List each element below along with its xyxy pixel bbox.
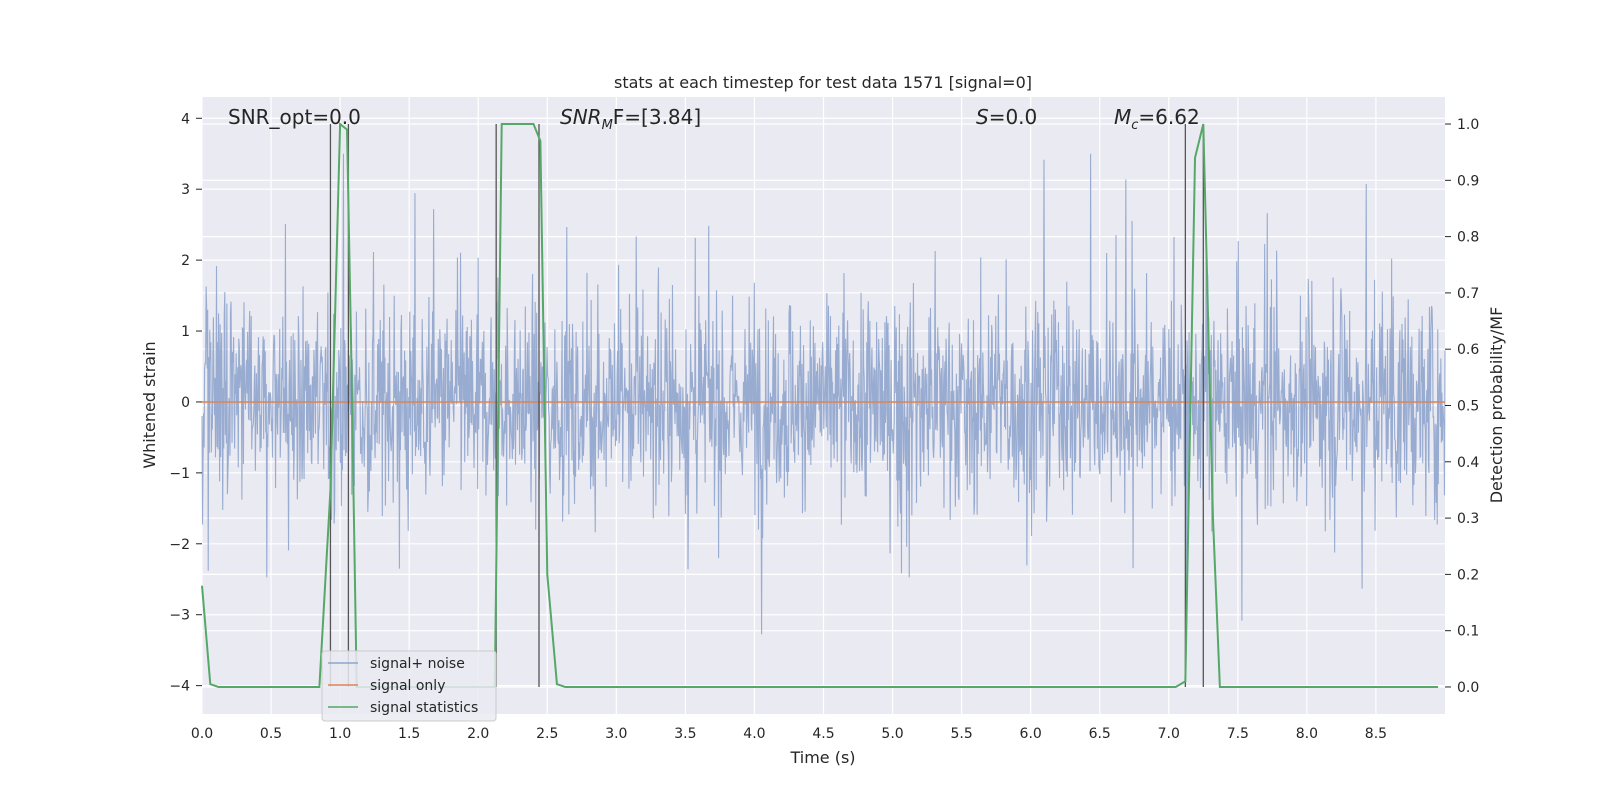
- signal-noise-line: [201, 153, 1446, 635]
- y-tick-label: 2: [181, 253, 190, 269]
- y-tick-label: −4: [169, 679, 190, 695]
- y-tick-label: −3: [169, 608, 190, 624]
- signal-noise-series: [201, 153, 1446, 635]
- annotation-snr-mf-sub: M: [602, 118, 613, 133]
- y-right-axis-label: Detection probability/MF: [1487, 307, 1506, 504]
- annotation-s: S=0.0: [976, 105, 1037, 129]
- y-right-tick-label: 0.4: [1457, 455, 1479, 471]
- x-tick-label: 6.0: [1020, 726, 1042, 742]
- y-right-tick-label: 0.3: [1457, 511, 1479, 527]
- x-tick-label: 4.0: [743, 726, 765, 742]
- y-tick-label: 1: [181, 324, 190, 340]
- x-tick-label: 7.5: [1227, 726, 1249, 742]
- x-tick-label: 8.5: [1365, 726, 1387, 742]
- annotation-snr-mf-rest: F=[3.84]: [613, 105, 701, 129]
- annotation-mc-rest: =6.62: [1138, 105, 1199, 129]
- annotation-mc-sub: c: [1131, 118, 1138, 133]
- x-tick-label: 7.0: [1158, 726, 1180, 742]
- x-axis-label: Time (s): [789, 748, 855, 767]
- x-tick-label: 2.5: [536, 726, 558, 742]
- annotation-snr-opt: SNR_opt=0.0: [228, 105, 361, 129]
- signal-statistics-line: [201, 121, 1439, 688]
- legend-label-signal: signal only: [370, 678, 445, 694]
- y-tick-label: −1: [169, 466, 190, 482]
- y-right-tick-label: 0.2: [1457, 567, 1479, 583]
- y-tick-label: 0: [181, 395, 190, 411]
- legend-box: [321, 650, 497, 722]
- tick-labels: 0.0 0.5 1.0 1.5 2.0 2.5 3.0 3.5 4.0 4.5 5.0 5.5 6.0 6…: [169, 111, 1479, 742]
- x-tick-label: 0.0: [191, 726, 213, 742]
- y-right-tick-label: 0.6: [1457, 342, 1479, 358]
- legend: signal+ noise signal only signal statist…: [321, 650, 497, 722]
- x-tick-label: 5.5: [950, 726, 972, 742]
- x-tick-label: 0.5: [260, 726, 282, 742]
- y-right-tick-label: 0.5: [1457, 399, 1479, 415]
- signal-statistics-series: [201, 121, 1439, 688]
- annotation-mc: Mc=6.62: [1114, 105, 1200, 133]
- x-tick-label: 2.0: [467, 726, 489, 742]
- annotation-snr-mf-math: SNR: [560, 105, 602, 129]
- x-tick-label: 1.5: [398, 726, 420, 742]
- y-right-tick-label: 0.1: [1457, 624, 1479, 640]
- x-tick-label: 6.5: [1089, 726, 1111, 742]
- x-tick-label: 3.5: [674, 726, 696, 742]
- annotation-s-math: S: [976, 105, 989, 129]
- y-right-tick-label: 0.8: [1457, 230, 1479, 246]
- y-right-tick-label: 1.0: [1457, 117, 1479, 133]
- y-tick-label: 4: [181, 111, 190, 127]
- y-right-tick-label: 0.9: [1457, 173, 1479, 189]
- x-tick-label: 4.5: [812, 726, 834, 742]
- y-tick-label: 3: [181, 182, 190, 198]
- legend-label-stats: signal statistics: [370, 700, 478, 716]
- chart-title: stats at each timestep for test data 157…: [614, 73, 1032, 92]
- x-tick-label: 5.0: [881, 726, 903, 742]
- x-tick-label: 3.0: [605, 726, 627, 742]
- x-tick-label: 1.0: [329, 726, 351, 742]
- annotation-snr-mf: SNRMF=[3.84]: [560, 105, 701, 133]
- legend-label-noise: signal+ noise: [370, 656, 465, 672]
- x-tick-label: 8.0: [1296, 726, 1318, 742]
- y-right-tick-label: 0.0: [1457, 680, 1479, 696]
- y-axis-label: Whitened strain: [140, 341, 159, 468]
- annotation-mc-math: M: [1114, 105, 1131, 129]
- y-right-tick-label: 0.7: [1457, 286, 1479, 302]
- annotation-s-rest: =0.0: [989, 105, 1038, 129]
- y-tick-label: −2: [169, 537, 190, 553]
